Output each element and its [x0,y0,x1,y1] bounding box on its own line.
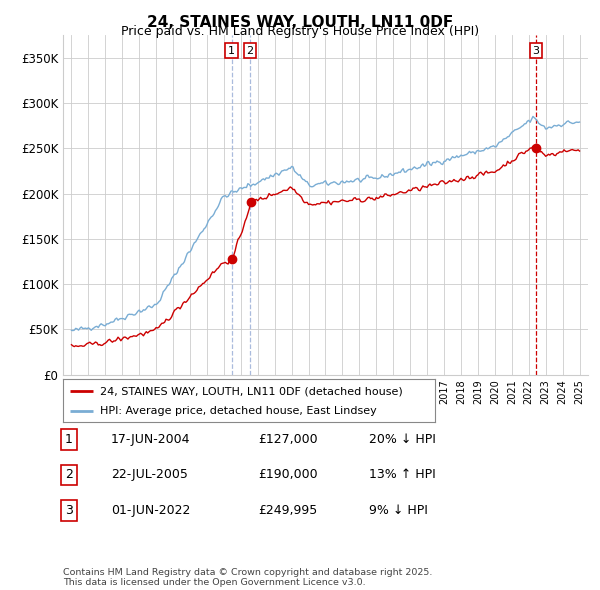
Text: £127,000: £127,000 [258,433,317,446]
Text: 17-JUN-2004: 17-JUN-2004 [111,433,191,446]
Text: 24, STAINES WAY, LOUTH, LN11 0DF (detached house): 24, STAINES WAY, LOUTH, LN11 0DF (detach… [100,386,403,396]
Text: Price paid vs. HM Land Registry's House Price Index (HPI): Price paid vs. HM Land Registry's House … [121,25,479,38]
Text: 1: 1 [65,433,73,446]
Text: £190,000: £190,000 [258,468,317,481]
Text: 1: 1 [228,45,235,55]
Text: 3: 3 [65,504,73,517]
Text: 22-JUL-2005: 22-JUL-2005 [111,468,188,481]
Text: £249,995: £249,995 [258,504,317,517]
Text: 01-JUN-2022: 01-JUN-2022 [111,504,190,517]
Text: 24, STAINES WAY, LOUTH, LN11 0DF: 24, STAINES WAY, LOUTH, LN11 0DF [147,15,453,30]
Text: 13% ↑ HPI: 13% ↑ HPI [369,468,436,481]
Text: 2: 2 [65,468,73,481]
Text: 9% ↓ HPI: 9% ↓ HPI [369,504,428,517]
Text: 2: 2 [247,45,254,55]
Text: 20% ↓ HPI: 20% ↓ HPI [369,433,436,446]
Text: Contains HM Land Registry data © Crown copyright and database right 2025.
This d: Contains HM Land Registry data © Crown c… [63,568,433,587]
Text: 3: 3 [532,45,539,55]
Text: HPI: Average price, detached house, East Lindsey: HPI: Average price, detached house, East… [100,407,377,416]
